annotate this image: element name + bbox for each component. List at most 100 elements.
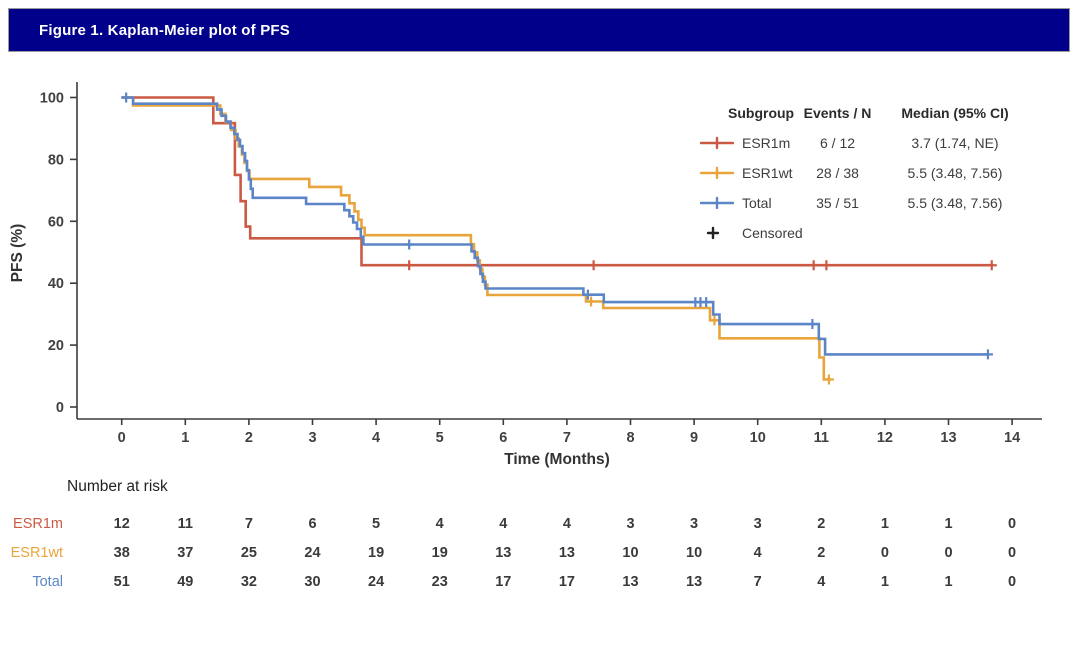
- risk-value: 19: [368, 545, 384, 561]
- censor-mark-esr1m: [821, 260, 832, 271]
- censor-mark-esr1m: [588, 260, 599, 271]
- y-axis-title: PFS (%): [9, 224, 26, 283]
- risk-value: 32: [241, 574, 257, 590]
- x-tick-label: 7: [563, 430, 571, 446]
- km-line-marker-icon: [700, 166, 734, 180]
- censor-mark-esr1m: [808, 260, 819, 271]
- x-tick-label: 8: [626, 430, 634, 446]
- x-axis-title: Time (Months): [504, 451, 610, 468]
- figure-title: Figure 1. Kaplan-Meier plot of PFS: [39, 21, 290, 39]
- risk-value: 12: [114, 516, 130, 532]
- legend-header-events: Events / N: [803, 105, 872, 121]
- censor-mark-total: [404, 239, 415, 250]
- legend-events-esr1wt: 28 / 38: [816, 165, 859, 181]
- legend-header-median: Median (95% CI): [901, 105, 1009, 121]
- risk-value: 4: [817, 574, 825, 590]
- x-tick-label: 4: [372, 430, 380, 446]
- risk-value: 38: [114, 545, 130, 561]
- risk-value: 1: [944, 574, 952, 590]
- censor-mark-total: [982, 349, 993, 360]
- risk-value: 23: [432, 574, 448, 590]
- x-tick-label: 2: [245, 430, 253, 446]
- risk-value: 4: [754, 545, 762, 561]
- censor-mark-total: [582, 289, 593, 300]
- risk-value: 17: [495, 574, 511, 590]
- risk-value: 51: [114, 574, 130, 590]
- risk-row-label-esr1m: ESR1m: [13, 516, 63, 532]
- risk-value: 5: [372, 516, 380, 532]
- censor-mark-total: [121, 92, 132, 103]
- censor-mark-esr1wt: [823, 374, 834, 385]
- risk-value: 24: [368, 574, 384, 590]
- legend-row-total: Total 35 / 51 5.5 (3.48, 7.56): [700, 188, 1065, 218]
- x-tick-label: 0: [118, 430, 126, 446]
- risk-value: 10: [686, 545, 702, 561]
- risk-value: 7: [754, 574, 762, 590]
- legend-label-esr1m: ESR1m: [742, 135, 791, 151]
- censor-mark-total: [807, 319, 818, 330]
- legend-label-total: Total: [742, 195, 772, 211]
- risk-value: 0: [1008, 516, 1016, 532]
- censor-mark-esr1wt: [709, 315, 720, 326]
- risk-value: 4: [499, 516, 507, 532]
- legend-header-row: Subgroup Events / N Median (95% CI): [700, 98, 1065, 128]
- risk-value: 1: [944, 516, 952, 532]
- x-tick-label: 11: [814, 430, 829, 446]
- censor-mark-esr1m: [986, 260, 997, 271]
- risk-value: 11: [178, 516, 193, 532]
- legend-median-total: 5.5 (3.48, 7.56): [907, 195, 1003, 211]
- risk-row-label-total: Total: [32, 574, 63, 590]
- risk-row-label-esr1wt: ESR1wt: [11, 545, 63, 561]
- risk-value: 3: [754, 516, 762, 532]
- risk-value: 13: [495, 545, 511, 561]
- x-tick-label: 9: [690, 430, 698, 446]
- risk-value: 0: [881, 545, 889, 561]
- legend-row-esr1m: ESR1m 6 / 12 3.7 (1.74, NE): [700, 128, 1065, 158]
- risk-value: 30: [304, 574, 320, 590]
- risk-value: 13: [559, 545, 575, 561]
- censor-mark-esr1wt: [586, 296, 597, 307]
- x-tick-label: 12: [877, 430, 893, 446]
- risk-value: 25: [241, 545, 257, 561]
- risk-value: 0: [1008, 574, 1016, 590]
- x-tick-label: 13: [940, 430, 956, 446]
- risk-value: 13: [622, 574, 638, 590]
- risk-value: 1: [881, 574, 889, 590]
- legend: Subgroup Events / N Median (95% CI) ESR1…: [700, 98, 1065, 248]
- risk-value: 2: [817, 516, 825, 532]
- legend-header-subgroup: Subgroup: [728, 105, 795, 121]
- figure-title-bar: Figure 1. Kaplan-Meier plot of PFS: [8, 8, 1070, 52]
- legend-label-censored: Censored: [742, 225, 803, 241]
- legend-events-esr1m: 6 / 12: [819, 135, 856, 151]
- x-tick-label: 3: [308, 430, 316, 446]
- risk-value: 10: [622, 545, 638, 561]
- legend-row-esr1wt: ESR1wt 28 / 38 5.5 (3.48, 7.56): [700, 158, 1065, 188]
- risk-table-title: Number at risk: [67, 478, 168, 495]
- risk-value: 3: [690, 516, 698, 532]
- censored-plus-icon: [706, 226, 720, 240]
- y-tick-label: 40: [48, 276, 64, 292]
- legend-events-total: 35 / 51: [816, 195, 859, 211]
- risk-value: 0: [1008, 545, 1016, 561]
- x-tick-label: 10: [750, 430, 766, 446]
- risk-value: 49: [177, 574, 193, 590]
- legend-row-censored: Censored: [700, 218, 1065, 248]
- y-tick-label: 100: [40, 91, 64, 107]
- risk-value: 3: [626, 516, 634, 532]
- risk-value: 4: [563, 516, 571, 532]
- risk-value: 19: [432, 545, 448, 561]
- x-tick-label: 1: [181, 430, 189, 446]
- censor-mark-total: [701, 297, 712, 308]
- risk-value: 6: [308, 516, 316, 532]
- risk-value: 0: [944, 545, 952, 561]
- risk-value: 4: [436, 516, 444, 532]
- km-curve-esr1wt: [121, 96, 831, 381]
- x-tick-label: 14: [1004, 430, 1020, 446]
- x-tick-label: 6: [499, 430, 507, 446]
- y-tick-label: 60: [48, 214, 64, 230]
- risk-value: 1: [881, 516, 889, 532]
- km-line-marker-icon: [700, 136, 734, 150]
- y-tick-label: 20: [48, 338, 64, 354]
- risk-value: 13: [686, 574, 702, 590]
